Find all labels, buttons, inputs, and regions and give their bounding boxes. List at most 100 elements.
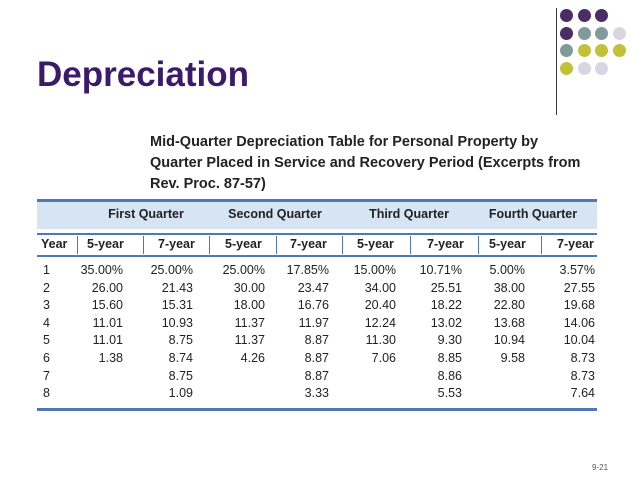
year-cell: 5 — [43, 333, 50, 348]
year-cell: 7 — [43, 368, 50, 383]
rate-cell: 8.87 — [304, 333, 329, 348]
rate-cell: 38.00 — [493, 280, 525, 295]
decorative-dot — [612, 26, 626, 40]
rate-cell: 19.68 — [563, 298, 595, 313]
column-header-year: Year — [41, 237, 68, 251]
table-row: 6 1.38 8.74 4.26 8.87 7.06 8.85 9.58 8.73 — [0, 351, 638, 368]
column-separator — [209, 236, 210, 254]
decorative-dot — [560, 61, 573, 75]
rate-cell: 20.40 — [364, 298, 396, 313]
rate-cell: 34.00 — [364, 280, 396, 295]
rate-cell: 14.06 — [563, 315, 595, 330]
rate-cell: 3.57% — [559, 263, 595, 277]
rate-cell: 8.87 — [304, 351, 329, 365]
rate-cell: 8.75 — [168, 368, 193, 383]
rate-cell: 11.01 — [92, 315, 123, 330]
table-row: 1 35.00% 25.00% 25.00% 17.85% 15.00% 10.71% 5.0… — [0, 263, 638, 280]
rate-cell: 8.73 — [570, 351, 595, 365]
rate-cell: 15.60 — [91, 298, 123, 313]
rate-cell: 10.93 — [161, 315, 193, 330]
column-separator — [410, 236, 411, 254]
table-column-rule — [37, 255, 597, 257]
column-header-q1-5yr: 5-year — [87, 237, 124, 251]
page-number: 9-21 — [592, 463, 609, 472]
column-separator — [478, 236, 479, 254]
column-separator — [342, 236, 343, 254]
rate-cell: 15.31 — [161, 298, 193, 313]
rate-cell: 12.24 — [364, 315, 396, 330]
column-header-q3-7yr: 7-year — [427, 237, 464, 251]
rate-cell: 13.68 — [493, 315, 525, 330]
rate-cell: 30.00 — [233, 280, 265, 295]
quarter-header-first: First Quarter — [108, 207, 184, 221]
column-separator — [143, 236, 144, 254]
rate-cell: 5.53 — [437, 386, 462, 401]
decorative-dot — [560, 9, 573, 22]
rate-cell: 7.64 — [570, 386, 595, 401]
quarter-header-second: Second Quarter — [228, 207, 322, 221]
rate-cell: 16.76 — [297, 298, 329, 313]
rate-cell: 8.85 — [437, 351, 462, 365]
rate-cell: 11.37 — [234, 333, 265, 348]
rate-cell: 35.00% — [80, 263, 123, 277]
column-header-q2-5yr: 5-year — [225, 237, 262, 251]
decorative-dot — [577, 44, 591, 57]
rate-cell: 21.43 — [161, 280, 193, 295]
rate-cell: 9.58 — [500, 351, 525, 365]
quarter-header-fourth: Fourth Quarter — [488, 207, 578, 221]
year-cell: 6 — [43, 351, 50, 365]
rate-cell: 11.01 — [92, 333, 123, 348]
decorative-dot — [577, 61, 591, 75]
column-header-q3-5yr: 5-year — [357, 237, 394, 251]
rate-cell: 4.26 — [240, 351, 265, 365]
title-divider-line — [556, 8, 557, 115]
rate-cell: 25.51 — [430, 280, 462, 295]
rate-cell: 23.47 — [297, 280, 329, 295]
rate-cell: 8.87 — [304, 368, 329, 383]
rate-cell: 1.09 — [168, 386, 193, 401]
table-row: 4 11.01 10.93 11.37 11.97 12.24 13.02 13.68 14.0… — [0, 316, 638, 333]
rate-cell: 17.85% — [286, 263, 329, 277]
rate-cell: 22.80 — [493, 298, 525, 313]
table-row: 8 1.09 3.33 5.53 7.64 — [0, 386, 638, 403]
column-header-q1-7yr: 7-year — [158, 237, 195, 251]
rate-cell: 10.04 — [563, 333, 595, 348]
decorative-dot — [595, 9, 608, 22]
rate-cell: 25.00% — [150, 263, 193, 277]
rate-cell: 25.00% — [222, 263, 265, 277]
rate-cell: 8.74 — [168, 351, 193, 365]
table-top-rule — [37, 199, 597, 202]
rate-cell: 10.94 — [493, 333, 525, 348]
quarter-header-third: Third Quarter — [369, 207, 449, 221]
decorative-dot — [560, 26, 573, 40]
rate-cell: 11.30 — [365, 333, 396, 348]
table-row: 3 15.60 15.31 18.00 16.76 20.40 18.22 22.80 19.6… — [0, 298, 638, 315]
rate-cell: 8.73 — [570, 368, 595, 383]
year-cell: 3 — [43, 298, 50, 313]
decorative-dot — [595, 44, 608, 57]
year-cell: 2 — [43, 280, 50, 295]
rate-cell: 27.55 — [563, 280, 595, 295]
rate-cell: 26.00 — [91, 280, 123, 295]
rate-cell: 7.06 — [371, 351, 396, 365]
column-header-q2-7yr: 7-year — [290, 237, 327, 251]
decorative-dot — [577, 26, 591, 40]
column-header-q4-7yr: 7-year — [557, 237, 594, 251]
rate-cell: 9.30 — [437, 333, 462, 348]
year-cell: 8 — [43, 386, 50, 401]
table-header-rule — [37, 233, 597, 235]
rate-cell: 8.86 — [437, 368, 462, 383]
column-header-q4-5yr: 5-year — [489, 237, 526, 251]
decorative-dot — [595, 26, 608, 40]
rate-cell: 5.00% — [489, 263, 525, 277]
rate-cell: 1.38 — [98, 351, 123, 365]
rate-cell: 13.02 — [430, 315, 462, 330]
rate-cell: 10.71% — [419, 263, 462, 277]
year-cell: 4 — [43, 315, 50, 330]
rate-cell: 15.00% — [353, 263, 396, 277]
rate-cell: 11.37 — [234, 315, 265, 330]
decorative-dot — [595, 61, 608, 75]
decorative-dot — [560, 44, 573, 57]
column-separator — [541, 236, 542, 254]
table-row: 5 11.01 8.75 11.37 8.87 11.30 9.30 10.94 10.04 — [0, 333, 638, 350]
